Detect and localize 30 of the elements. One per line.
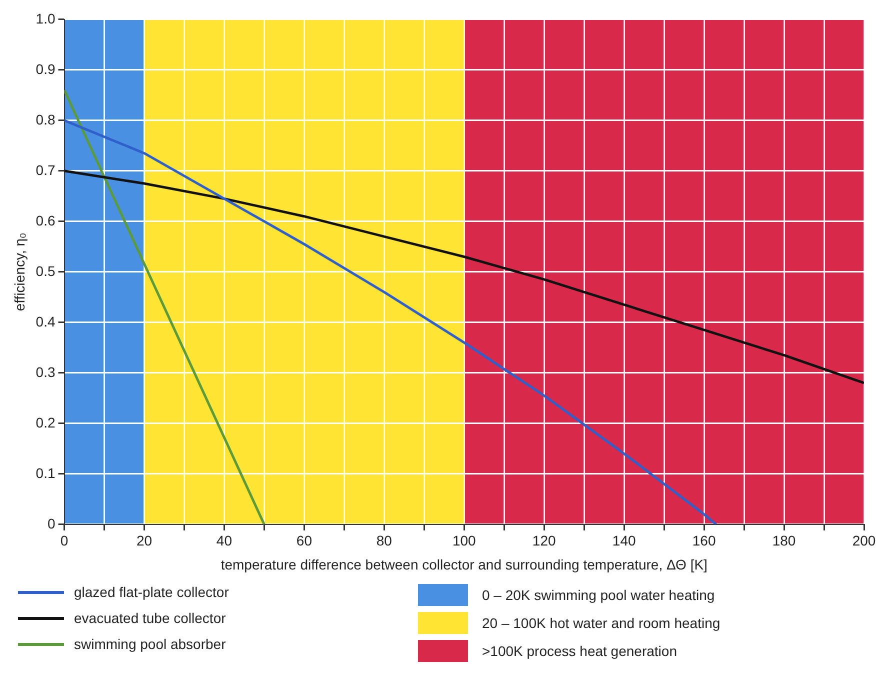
x-tick-label: 100 bbox=[452, 532, 476, 549]
legend-label: 20 – 100K hot water and room heating bbox=[482, 615, 720, 631]
x-tick-label: 40 bbox=[216, 532, 232, 549]
y-tick-label: 0.4 bbox=[36, 313, 56, 330]
legend-label: glazed flat-plate collector bbox=[74, 584, 229, 600]
y-tick-label: 0.7 bbox=[36, 162, 56, 178]
y-tick-label: 0.9 bbox=[36, 60, 56, 77]
y-tick-label: 0 bbox=[47, 515, 56, 532]
x-tick-label: 200 bbox=[852, 532, 876, 549]
y-tick-label: 0.1 bbox=[36, 464, 56, 481]
y-tick-label: 0.6 bbox=[36, 212, 56, 228]
y-tick-label: 0.5 bbox=[36, 262, 56, 279]
x-tick-label: 160 bbox=[692, 532, 716, 549]
x-axis-title: temperature difference between collector and surrounding temperature, ΔΘ [K] bbox=[220, 556, 708, 572]
y-tick-label: 0.2 bbox=[36, 414, 56, 430]
legend-label: evacuated tube collector bbox=[74, 610, 226, 626]
y-tick-label: 1.0 bbox=[36, 10, 56, 26]
y-tick-label: 0.3 bbox=[36, 364, 56, 380]
legend-label: 0 – 20K swimming pool water heating bbox=[482, 587, 715, 603]
legend-label: >100K process heat generation bbox=[482, 643, 677, 659]
x-tick-label: 60 bbox=[296, 532, 312, 549]
x-tick-label: 120 bbox=[532, 532, 556, 549]
x-tick-label: 20 bbox=[136, 532, 152, 549]
x-tick-label: 80 bbox=[376, 532, 392, 549]
x-tick-label: 0 bbox=[60, 532, 68, 549]
y-tick-label: 0.8 bbox=[36, 111, 56, 128]
legend-label: swimming pool absorber bbox=[74, 636, 226, 652]
x-tick-label: 180 bbox=[772, 532, 796, 549]
x-tick-label: 140 bbox=[612, 532, 636, 549]
y-axis-title: efficiency, η₀ bbox=[11, 232, 28, 312]
